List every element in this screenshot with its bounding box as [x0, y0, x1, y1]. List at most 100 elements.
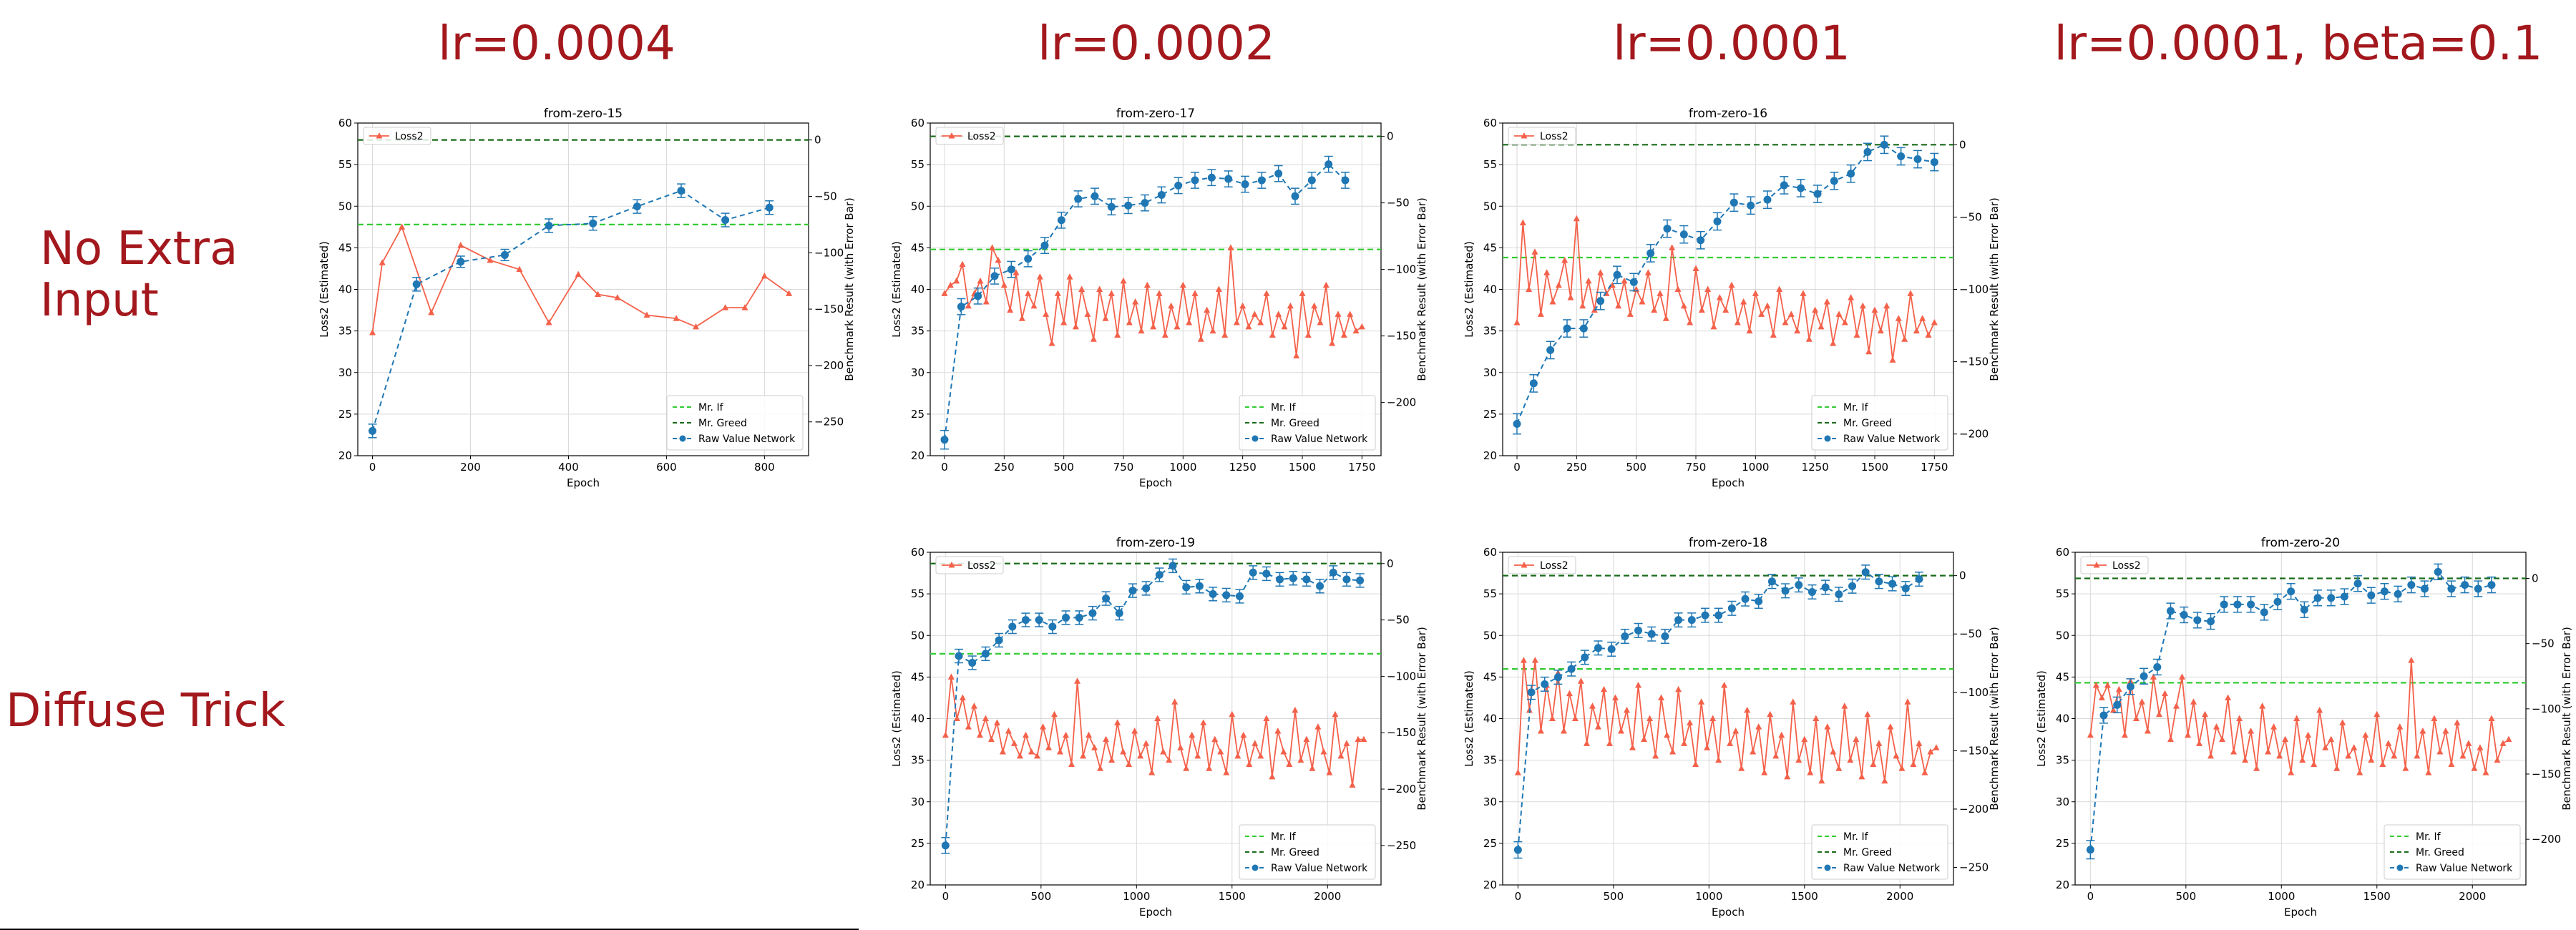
legend-loss2-marker — [948, 562, 955, 568]
value-network-point — [1701, 611, 1709, 620]
loss2-point — [2144, 727, 2151, 734]
loss2-point — [965, 302, 972, 309]
loss2-point — [1813, 715, 1820, 721]
value-network-point — [1674, 616, 1683, 625]
value-network-point — [1155, 571, 1163, 579]
value-network-point — [2327, 594, 2336, 602]
loss2-point — [1824, 723, 1831, 730]
loss2-point — [1360, 735, 1367, 743]
loss2-point — [1102, 315, 1109, 321]
legend-mr-greed-label: Mr. Greed — [698, 418, 747, 429]
loss2-point — [1847, 756, 1854, 763]
legend-top-box — [935, 556, 1004, 574]
loss2-point — [1919, 315, 1926, 321]
loss2-point — [1870, 760, 1877, 767]
loss2-point — [1597, 269, 1604, 275]
value-network-point — [2421, 584, 2429, 593]
value-network-point — [995, 636, 1003, 645]
value-network-point — [1307, 176, 1316, 185]
column-title-lr-0002: lr=0.0002 — [1038, 16, 1275, 71]
x-tick-label: 0 — [941, 461, 948, 474]
y-tick-label: 20 — [1483, 449, 1497, 462]
loss2-point — [999, 748, 1006, 755]
loss2-point — [1526, 285, 1533, 292]
y-right-tick-label: 0 — [814, 134, 821, 147]
loss2-point — [1292, 706, 1299, 713]
loss2-point — [1045, 744, 1053, 750]
value-network-point — [2126, 682, 2135, 691]
legend-raw-value-network-label: Raw Value Network — [1843, 863, 1941, 874]
loss2-point — [2442, 727, 2449, 734]
loss2-point — [693, 323, 699, 330]
loss2-point — [1579, 302, 1586, 309]
loss2-point — [2448, 760, 2455, 767]
loss2-point — [1150, 323, 1157, 330]
loss2-point — [1585, 277, 1592, 284]
y-tick-label: 55 — [1483, 587, 1497, 600]
x-tick-label: 750 — [1113, 461, 1134, 474]
loss2-point — [1818, 323, 1825, 330]
loss2-point — [1311, 302, 1318, 309]
loss2-point — [1805, 336, 1813, 342]
loss2-point — [1875, 740, 1883, 746]
loss2-point — [1776, 285, 1783, 292]
y-right-tick-label: −200 — [1387, 783, 1416, 796]
value-network-point — [2461, 581, 2469, 589]
x-tick-label: 250 — [1566, 461, 1587, 474]
y-right-tick-label: 0 — [2532, 572, 2539, 584]
loss2-point — [1561, 256, 1568, 263]
column-title-lr-0004: lr=0.0004 — [438, 16, 675, 71]
loss2-point — [1303, 735, 1310, 743]
loss2-point — [1352, 327, 1360, 334]
value-network-point — [1091, 192, 1099, 200]
loss2-point — [2121, 731, 2128, 738]
x-tick-label: 1000 — [2268, 890, 2295, 903]
value-network-point — [500, 250, 509, 259]
value-network-point — [1128, 587, 1137, 595]
value-network-point — [981, 650, 990, 658]
x-tick-label: 500 — [1626, 461, 1646, 474]
value-network-point — [412, 280, 421, 288]
loss2-point — [1560, 727, 1567, 734]
y-tick-label: 40 — [2056, 713, 2069, 725]
y-tick-label: 45 — [911, 670, 924, 683]
chart-from-zero-16: from-zero-160 250 500 750 1000 1250 1500 175020… — [1463, 107, 2001, 489]
loss2-point — [1257, 752, 1264, 759]
y-right-tick-label: −100 — [1387, 263, 1416, 276]
x-axis-label: Epoch — [1712, 476, 1745, 489]
legend-loss2-label: Loss2 — [1540, 560, 1568, 572]
y-right-tick-label: −50 — [1959, 627, 1982, 640]
loss2-point — [977, 277, 984, 284]
legend-mr-greed-label: Mr. Greed — [1271, 418, 1319, 429]
loss2-point — [1801, 735, 1808, 743]
loss2-point — [2087, 731, 2094, 738]
value-network-point — [2287, 587, 2296, 596]
loss2-point — [995, 256, 1002, 263]
loss2-point — [1865, 348, 1873, 355]
row-title-no-extra-input: No Extra Input — [40, 222, 238, 327]
loss2-point — [1332, 710, 1339, 718]
loss2-point — [1120, 277, 1127, 284]
value-network-point — [940, 436, 949, 444]
value-network-point — [1661, 632, 1669, 640]
loss2-point — [1179, 281, 1186, 288]
loss2-point — [1223, 769, 1230, 775]
legend-loss2-marker — [948, 132, 955, 139]
loss2-point — [953, 715, 960, 721]
loss2-point — [1040, 723, 1046, 730]
chart-from-zero-15: from-zero-150 200 400 600 800202530354045505… — [318, 107, 856, 489]
value-network-point — [1888, 579, 1897, 588]
loss2-point — [1732, 727, 1740, 734]
value-network-point — [1513, 420, 1521, 429]
loss2-point — [1931, 319, 1938, 326]
loss2-point — [1252, 740, 1259, 746]
loss2-point — [1097, 765, 1104, 771]
loss2-point — [1889, 356, 1896, 363]
loss2-point — [1227, 244, 1234, 250]
y-tick-label: 20 — [1483, 878, 1497, 891]
y-tick-label: 50 — [338, 200, 352, 212]
loss2-point — [1848, 294, 1855, 300]
legend-mr-if-label: Mr. If — [1843, 402, 1869, 413]
legend-top-box — [2080, 556, 2149, 574]
y-right-tick-label: −100 — [1959, 686, 1989, 699]
